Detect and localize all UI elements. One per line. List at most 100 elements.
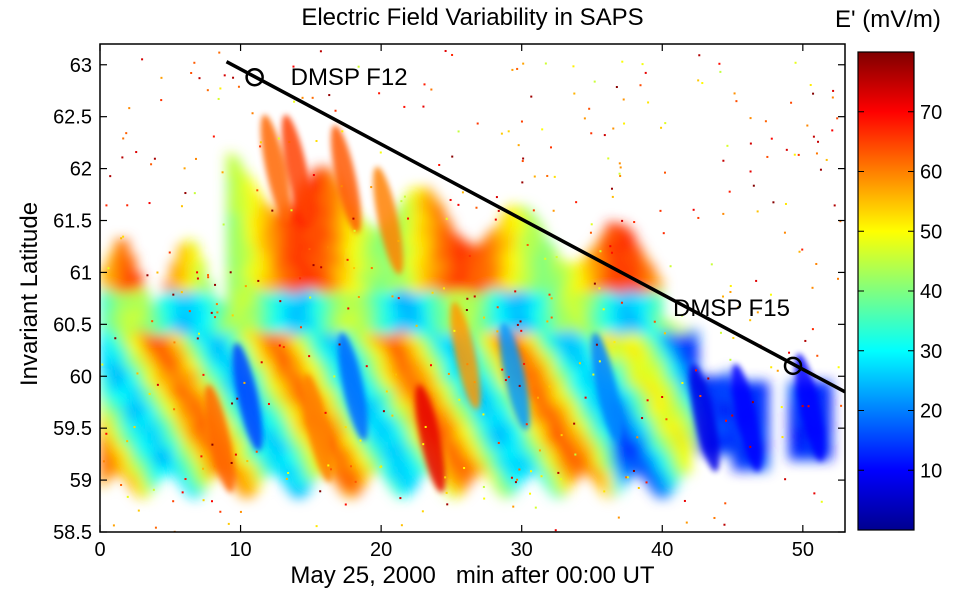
speckle: [214, 283, 217, 286]
speckle: [751, 401, 754, 404]
speckle: [836, 117, 839, 120]
speckle: [722, 212, 725, 215]
speckle: [324, 411, 327, 414]
y-tick-label: 58.5: [53, 522, 92, 544]
speckle: [212, 135, 215, 138]
speckle: [495, 196, 498, 199]
trajectory-marker-1: [783, 356, 803, 376]
speckle: [507, 130, 510, 133]
speckle: [449, 198, 452, 201]
speckle: [719, 331, 722, 334]
speckle: [340, 185, 343, 188]
speckle: [394, 373, 397, 376]
speckle: [320, 266, 323, 269]
speckle: [510, 476, 513, 479]
speckle: [461, 191, 464, 194]
speckle: [732, 336, 735, 339]
speckle: [473, 381, 476, 384]
speckle: [196, 271, 199, 274]
speckle: [219, 87, 222, 90]
speckle: [231, 402, 234, 405]
speckle: [620, 301, 623, 304]
speckle: [724, 502, 727, 505]
speckle: [451, 53, 454, 56]
speckle: [357, 296, 360, 299]
speckle: [609, 245, 612, 248]
speckle: [523, 362, 526, 365]
speckle: [494, 218, 497, 221]
speckle: [183, 167, 186, 170]
speckle: [680, 314, 683, 317]
speckle: [770, 137, 773, 140]
speckle: [135, 151, 138, 154]
speckle: [546, 320, 549, 323]
speckle: [327, 246, 330, 249]
speckle: [526, 243, 529, 246]
speckle: [154, 526, 157, 529]
speckle: [391, 295, 394, 298]
speckle: [126, 495, 129, 498]
speckle: [806, 124, 809, 127]
speckle: [589, 231, 592, 234]
speckle: [285, 477, 288, 480]
speckle: [465, 309, 468, 312]
speckle: [598, 287, 601, 290]
speckle: [623, 122, 626, 125]
speckle: [801, 248, 804, 251]
colorbar-tick-label: 40: [920, 281, 942, 303]
speckle: [598, 360, 601, 363]
speckle: [619, 166, 622, 169]
speckle: [538, 449, 541, 452]
speckle: [590, 223, 593, 226]
streak-14: [794, 353, 825, 462]
speckle: [446, 503, 449, 506]
speckle: [207, 276, 210, 279]
speckle: [473, 295, 476, 298]
speckle: [496, 330, 499, 333]
speckle: [573, 92, 576, 95]
speckle: [726, 144, 729, 147]
speckle: [217, 97, 220, 100]
speckle: [507, 376, 510, 379]
speckle: [781, 436, 784, 439]
speckle: [516, 478, 519, 481]
speckle: [512, 505, 515, 508]
speckle: [595, 343, 598, 346]
speckle: [421, 510, 424, 513]
speckle: [590, 132, 593, 135]
speckle: [501, 368, 504, 371]
streak-8: [232, 343, 263, 451]
speckle: [584, 396, 587, 399]
speckle: [770, 366, 773, 369]
speckle: [156, 383, 159, 386]
speckle: [817, 140, 820, 143]
speckle: [804, 339, 807, 342]
trajectory-marker-0: [245, 67, 264, 87]
speckle: [537, 396, 540, 399]
speckle: [610, 187, 613, 190]
speckle: [633, 221, 636, 224]
speckle: [749, 319, 752, 322]
speckle: [685, 521, 688, 524]
speckle: [833, 204, 836, 207]
speckle: [540, 475, 543, 478]
speckle: [218, 51, 221, 54]
speckle: [832, 89, 835, 92]
speckle: [197, 332, 200, 335]
speckle: [541, 128, 544, 131]
speckle: [338, 343, 341, 346]
speckle: [210, 500, 213, 503]
speckle: [180, 291, 183, 294]
speckle: [121, 156, 124, 159]
speckle: [257, 279, 260, 282]
speckle: [820, 500, 823, 503]
speckle: [837, 366, 840, 369]
speckle: [160, 76, 163, 79]
plot-frame: [99, 43, 846, 533]
speckle: [353, 229, 356, 232]
x-axis-label: May 25, 2000 min after 00:00 UT: [290, 562, 655, 589]
speckle: [560, 478, 563, 481]
speckle: [514, 290, 517, 293]
speckle: [697, 79, 700, 82]
speckle: [287, 471, 290, 474]
